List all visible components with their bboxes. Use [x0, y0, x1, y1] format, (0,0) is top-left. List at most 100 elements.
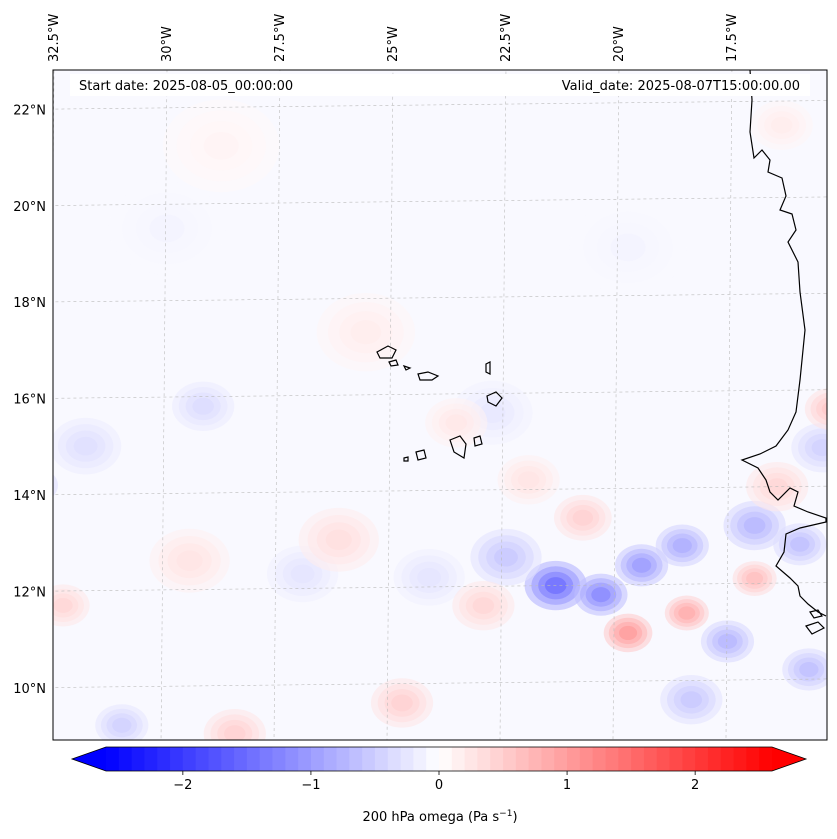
omega-cell-5 — [790, 536, 810, 552]
lat-tick-label: 22°N — [13, 103, 46, 118]
omega-cell-9 — [680, 691, 703, 709]
colorbar-cell — [515, 747, 530, 771]
colorbar-cell — [426, 747, 440, 771]
colorbar-cell — [656, 747, 671, 771]
omega-cell-13 — [112, 717, 132, 733]
colorbar-cell — [362, 747, 376, 771]
start-date: Start date: 2025-08-05_00:00:00 — [79, 79, 293, 94]
colorbar-cell — [631, 747, 645, 771]
meridian — [499, 70, 507, 740]
omega-cell-29 — [53, 597, 73, 613]
lat-tick-label: 20°N — [13, 200, 46, 215]
parallel — [53, 293, 827, 303]
meridian — [273, 70, 281, 740]
graticule — [53, 70, 827, 740]
colorbar-cell — [541, 747, 555, 771]
colorbar-cell — [669, 747, 683, 771]
colorbar-cell — [208, 747, 222, 771]
colorbar-cell — [605, 747, 619, 771]
colorbar-tick-label: −1 — [301, 778, 320, 793]
colorbar-cell — [464, 747, 479, 771]
sao-vicente-island — [388, 359, 399, 367]
lon-tick-label: 32.5°W — [47, 14, 62, 62]
colorbar-cell — [682, 747, 696, 771]
omega-cell-17 — [610, 233, 646, 262]
colorbar-cell — [503, 747, 517, 771]
colorbar-cell — [272, 747, 286, 771]
parallel — [53, 582, 827, 592]
lon-tick-label: 27.5°W — [273, 14, 288, 62]
omega-cell-2 — [631, 557, 652, 573]
brava-island — [403, 456, 409, 462]
omega-cell-35 — [203, 131, 239, 160]
omega-cell-7 — [717, 633, 738, 650]
colorbar-cell — [643, 747, 658, 771]
omega-cell-25 — [821, 402, 827, 416]
colorbar-cell — [554, 747, 568, 771]
lat-tick-label: 18°N — [13, 296, 46, 311]
coastlines — [376, 70, 827, 635]
omega-cell-11 — [192, 397, 214, 415]
colorbar-cell — [707, 747, 722, 771]
omega-cell-33 — [445, 414, 468, 432]
colorbar-label: 200 hPa omega (Pa s−1) — [362, 809, 517, 825]
santiago-island — [449, 435, 467, 459]
colorbar-cell — [451, 747, 466, 771]
omega-cell-6 — [494, 547, 518, 567]
omega-cell-20 — [618, 625, 638, 641]
colorbar-tick-label: −2 — [173, 778, 192, 793]
colorbar-max-extend — [772, 747, 806, 771]
colorbar-cell — [374, 747, 389, 771]
colorbar: −2 −1 0 1 2 200 hPa omega (Pa s−1) — [70, 746, 808, 825]
omega-cell-3 — [672, 538, 692, 554]
lat-tick-label: 12°N — [13, 585, 46, 600]
colorbar-cell — [144, 747, 158, 771]
omega-cell-26 — [472, 597, 495, 615]
colorbar-cell — [182, 747, 197, 771]
colorbar-ticks: −2 −1 0 1 2 — [173, 771, 699, 793]
omega-cell-36 — [517, 471, 540, 489]
omega-field — [53, 99, 827, 740]
omega-cell-15 — [417, 567, 442, 587]
colorbar-cell — [413, 747, 427, 771]
colorbar-cell — [759, 747, 773, 771]
colorbar-tick-label: 0 — [435, 778, 443, 793]
parallel — [53, 196, 827, 206]
meridian — [612, 70, 620, 740]
colorbar-cell — [221, 747, 235, 771]
map-frame — [52, 69, 828, 741]
parallel — [53, 100, 827, 110]
colorbar-cell — [170, 747, 184, 771]
lat-tick-label: 10°N — [13, 682, 46, 697]
colorbar-cell — [131, 747, 146, 771]
colorbar-cell — [618, 747, 632, 771]
colorbar-cell — [323, 747, 338, 771]
colorbar-tick-label: 2 — [691, 778, 699, 793]
parallel — [53, 389, 827, 399]
colorbar-cell — [746, 747, 760, 771]
colorbar-cell — [336, 747, 350, 771]
colorbar-cell — [298, 747, 312, 771]
meridian — [725, 70, 733, 738]
omega-cell-21 — [678, 606, 696, 620]
colorbar-cell — [157, 747, 171, 771]
sao-nicolau-island — [417, 371, 440, 381]
fogo-island — [415, 449, 427, 461]
meridian — [160, 70, 168, 740]
santa-luzia-island — [402, 364, 412, 371]
omega-cell-27 — [391, 694, 413, 712]
colorbar-cell — [579, 747, 594, 771]
colorbar-cell — [695, 747, 709, 771]
valid-date: Valid_date: 2025-08-07T15:00:00.00 — [562, 79, 800, 94]
lon-tick-label: 22.5°W — [499, 14, 514, 62]
colorbar-cell — [234, 747, 248, 771]
maio-island — [473, 435, 483, 447]
parallel — [53, 678, 827, 688]
bijagos-island-2 — [809, 609, 823, 619]
santo-antao-island — [376, 345, 397, 359]
omega-cell-30 — [325, 529, 352, 550]
africa-coastline — [740, 70, 827, 617]
omega-cell-8 — [799, 661, 819, 678]
boa-vista-island — [486, 391, 503, 407]
sal-island — [485, 361, 491, 375]
